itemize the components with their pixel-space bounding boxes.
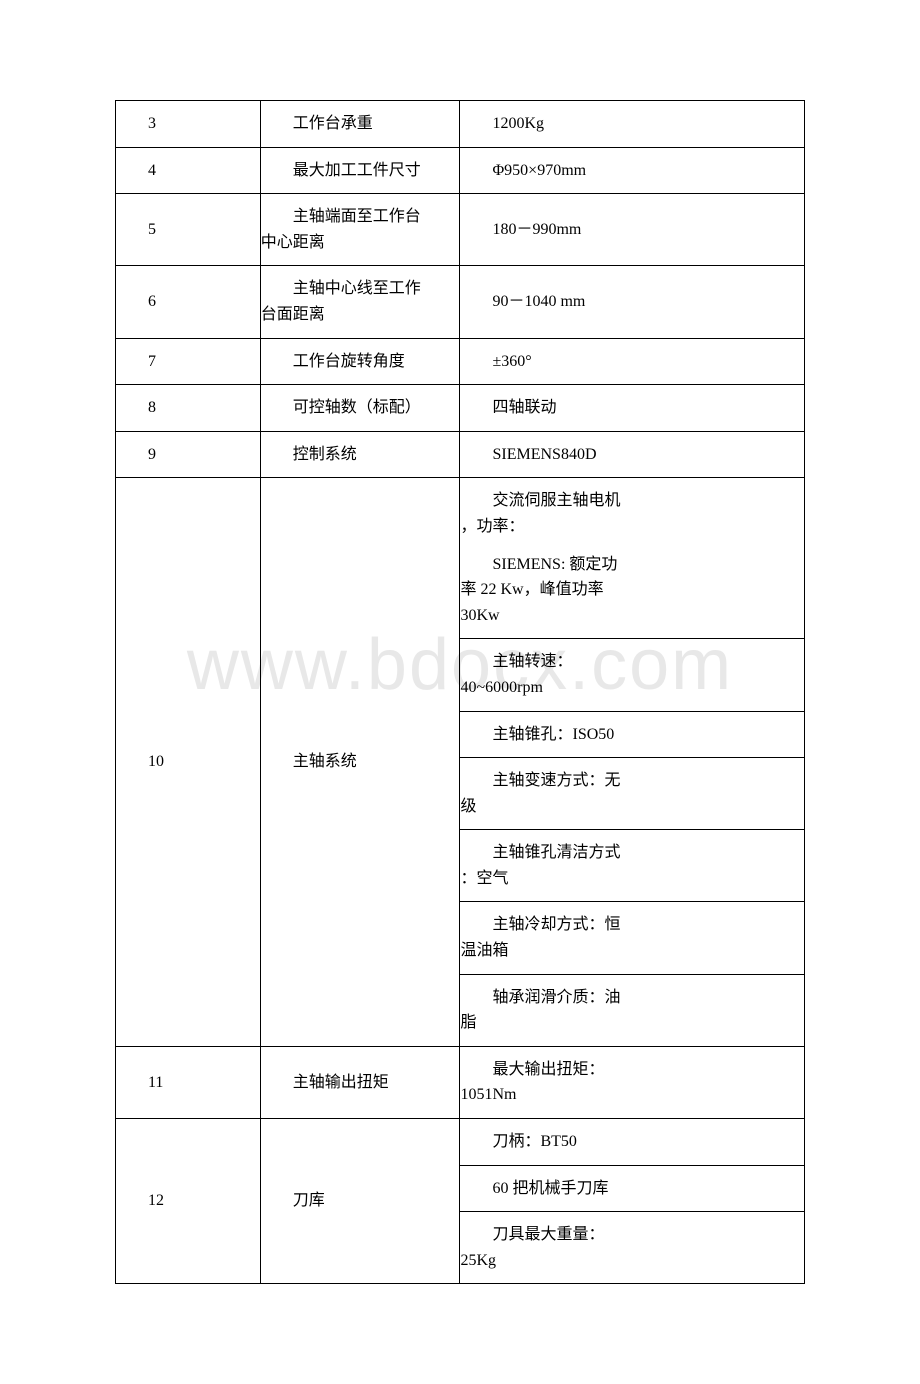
row-number: 5 [116, 194, 261, 266]
row-value: 刀柄：BT50 [460, 1119, 805, 1166]
row-number: 3 [116, 101, 261, 148]
row-number: 8 [116, 385, 261, 432]
table-row: 5 主轴端面至工作台中心距离 180－990mm [116, 194, 805, 266]
row-name: 主轴系统 [260, 478, 460, 1047]
row-value: 四轴联动 [460, 385, 805, 432]
row-value: 180－990mm [460, 194, 805, 266]
table-row: 3 工作台承重 1200Kg [116, 101, 805, 148]
row-value: SIEMENS840D [460, 431, 805, 478]
row-number: 12 [116, 1119, 261, 1284]
row-value: 主轴冷却方式：恒温油箱 [460, 902, 805, 974]
row-value: 90－1040 mm [460, 266, 805, 338]
table-row: 12 刀库 刀柄：BT50 [116, 1119, 805, 1166]
row-value: ±360° [460, 338, 805, 385]
row-name: 控制系统 [260, 431, 460, 478]
row-name: 刀库 [260, 1119, 460, 1284]
row-name: 最大加工工件尺寸 [260, 147, 460, 194]
row-value: Φ950×970mm [460, 147, 805, 194]
table-row: 8 可控轴数（标配） 四轴联动 [116, 385, 805, 432]
table-row: 10 主轴系统 交流伺服主轴电机，功率： SIEMENS: 额定功率 22 Kw… [116, 478, 805, 639]
row-value: 1200Kg [460, 101, 805, 148]
row-number: 11 [116, 1046, 261, 1118]
row-value: 刀具最大重量：25Kg [460, 1212, 805, 1284]
row-name: 工作台旋转角度 [260, 338, 460, 385]
row-number: 10 [116, 478, 261, 1047]
row-name: 主轴中心线至工作台面距离 [260, 266, 460, 338]
spec-table: 3 工作台承重 1200Kg 4 最大加工工件尺寸 Φ950×970mm 5 主… [115, 100, 805, 1284]
table-row: 9 控制系统 SIEMENS840D [116, 431, 805, 478]
table-row: 11 主轴输出扭矩 最大输出扭矩：1051Nm [116, 1046, 805, 1118]
row-number: 4 [116, 147, 261, 194]
table-row: 4 最大加工工件尺寸 Φ950×970mm [116, 147, 805, 194]
table-row: 6 主轴中心线至工作台面距离 90－1040 mm [116, 266, 805, 338]
table-row: 7 工作台旋转角度 ±360° [116, 338, 805, 385]
row-value: 交流伺服主轴电机，功率： SIEMENS: 额定功率 22 Kw，峰值功率30K… [460, 478, 805, 639]
row-name: 可控轴数（标配） [260, 385, 460, 432]
row-value: 主轴锥孔：ISO50 [460, 711, 805, 758]
row-number: 6 [116, 266, 261, 338]
row-value: 60 把机械手刀库 [460, 1165, 805, 1212]
row-value: 最大输出扭矩：1051Nm [460, 1046, 805, 1118]
row-number: 7 [116, 338, 261, 385]
row-name: 主轴输出扭矩 [260, 1046, 460, 1118]
row-name: 工作台承重 [260, 101, 460, 148]
row-value: 轴承润滑介质：油脂 [460, 974, 805, 1046]
row-value: 主轴变速方式：无级 [460, 758, 805, 830]
row-name: 主轴端面至工作台中心距离 [260, 194, 460, 266]
row-value: 主轴转速：40~6000rpm [460, 639, 805, 711]
row-value: 主轴锥孔清洁方式：空气 [460, 830, 805, 902]
row-number: 9 [116, 431, 261, 478]
